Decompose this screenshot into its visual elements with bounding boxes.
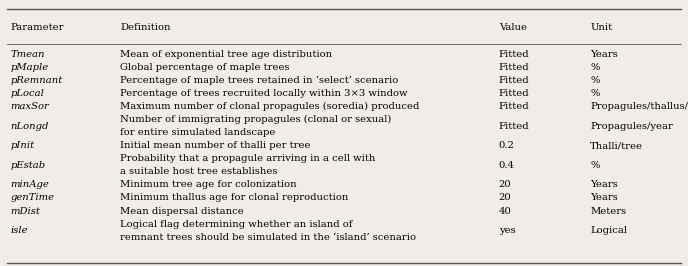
Text: Initial mean number of thalli per tree: Initial mean number of thalli per tree: [120, 141, 311, 150]
Text: isle: isle: [10, 226, 28, 235]
Text: remnant trees should be simulated in the ‘island’ scenario: remnant trees should be simulated in the…: [120, 233, 416, 242]
Text: Minimum tree age for colonization: Minimum tree age for colonization: [120, 180, 297, 189]
Text: pEstab: pEstab: [10, 161, 45, 170]
Text: Meters: Meters: [590, 206, 627, 215]
Text: Value: Value: [499, 23, 527, 32]
Text: 20: 20: [499, 180, 512, 189]
Text: Minimum thallus age for clonal reproduction: Minimum thallus age for clonal reproduct…: [120, 193, 349, 202]
Text: pLocal: pLocal: [10, 89, 44, 98]
Text: Logical: Logical: [590, 226, 627, 235]
Text: 20: 20: [499, 193, 512, 202]
Text: Percentage of maple trees retained in ‘select’ scenario: Percentage of maple trees retained in ‘s…: [120, 76, 398, 85]
Text: for entire simulated landscape: for entire simulated landscape: [120, 128, 276, 137]
Text: Fitted: Fitted: [499, 122, 530, 131]
Text: Probability that a propagule arriving in a cell with: Probability that a propagule arriving in…: [120, 154, 376, 163]
Text: Fitted: Fitted: [499, 102, 530, 111]
Text: 0.2: 0.2: [499, 141, 515, 150]
Text: %: %: [590, 76, 600, 85]
Text: Years: Years: [590, 50, 618, 59]
Text: pRemnant: pRemnant: [10, 76, 63, 85]
Text: a suitable host tree establishes: a suitable host tree establishes: [120, 167, 278, 176]
Text: Definition: Definition: [120, 23, 171, 32]
Text: %: %: [590, 63, 600, 72]
Text: Propagules/thallus/year: Propagules/thallus/year: [590, 102, 688, 111]
Text: Mean of exponential tree age distribution: Mean of exponential tree age distributio…: [120, 50, 332, 59]
Text: Fitted: Fitted: [499, 89, 530, 98]
Text: Maximum number of clonal propagules (soredia) produced: Maximum number of clonal propagules (sor…: [120, 102, 420, 111]
Text: nLongd: nLongd: [10, 122, 49, 131]
Text: Years: Years: [590, 180, 618, 189]
Text: Years: Years: [590, 193, 618, 202]
Text: Percentage of trees recruited locally within 3×3 window: Percentage of trees recruited locally wi…: [120, 89, 408, 98]
Text: minAge: minAge: [10, 180, 49, 189]
Text: yes: yes: [499, 226, 515, 235]
Text: pInit: pInit: [10, 141, 34, 150]
Text: 0.4: 0.4: [499, 161, 515, 170]
Text: maxSor: maxSor: [10, 102, 49, 111]
Text: 40: 40: [499, 206, 512, 215]
Text: Number of immigrating propagules (clonal or sexual): Number of immigrating propagules (clonal…: [120, 115, 391, 124]
Text: Mean dispersal distance: Mean dispersal distance: [120, 206, 244, 215]
Text: Fitted: Fitted: [499, 50, 530, 59]
Text: Global percentage of maple trees: Global percentage of maple trees: [120, 63, 290, 72]
Text: mDist: mDist: [10, 206, 40, 215]
Text: Logical flag determining whether an island of: Logical flag determining whether an isla…: [120, 220, 353, 228]
Text: Propagules/year: Propagules/year: [590, 122, 673, 131]
Text: Tmean: Tmean: [10, 50, 45, 59]
Text: Thalli/tree: Thalli/tree: [590, 141, 643, 150]
Text: %: %: [590, 161, 600, 170]
Text: genTime: genTime: [10, 193, 54, 202]
Text: %: %: [590, 89, 600, 98]
Text: Fitted: Fitted: [499, 63, 530, 72]
Text: pMaple: pMaple: [10, 63, 48, 72]
Text: Parameter: Parameter: [10, 23, 64, 32]
Text: Fitted: Fitted: [499, 76, 530, 85]
Text: Unit: Unit: [590, 23, 612, 32]
